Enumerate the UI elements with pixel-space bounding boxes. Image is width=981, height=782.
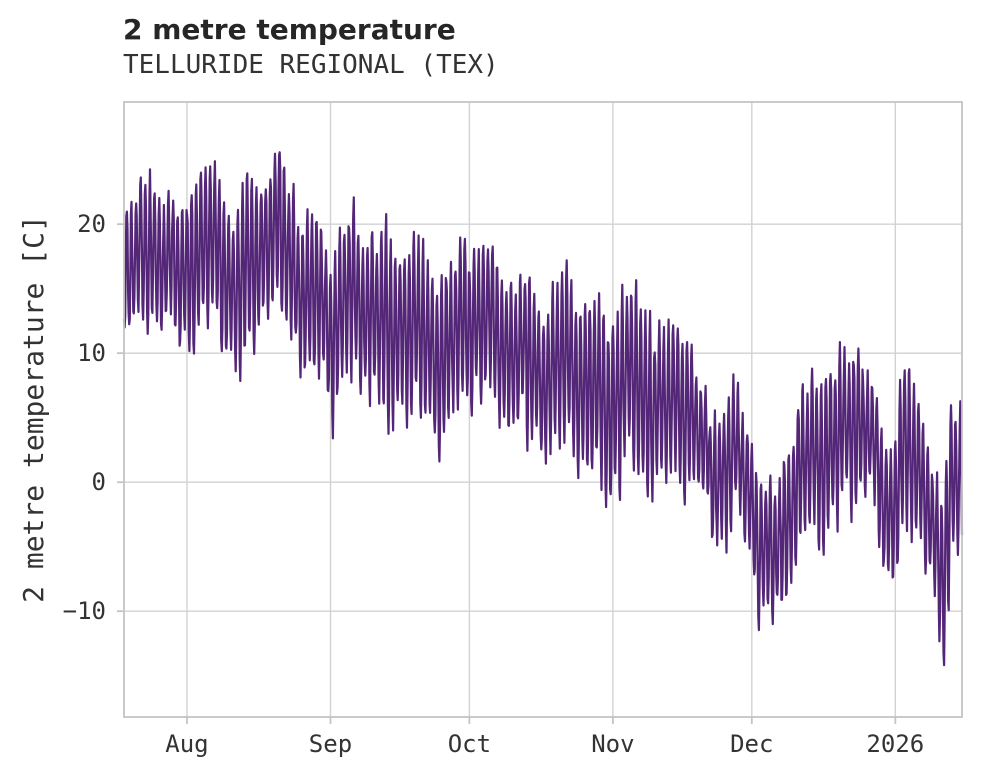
chart-title: 2 metre temperature [123, 13, 456, 46]
plot-border [123, 101, 963, 718]
y-tick-label: 10 [77, 339, 106, 368]
x-tick-label: Aug [165, 730, 209, 758]
axes-frame [123, 101, 963, 718]
y-tick-label: 0 [91, 468, 106, 497]
temperature-series [122, 151, 964, 667]
chart-subtitle: TELLURIDE REGIONAL (TEX) [123, 50, 499, 80]
x-tick-label: 2026 [866, 730, 925, 758]
y-tick-label: 20 [77, 210, 106, 239]
x-tick-label: Sep [308, 730, 353, 758]
x-tick-label: Oct [447, 730, 492, 758]
x-tick-label: Nov [591, 730, 635, 758]
temperature-line [122, 151, 964, 667]
y-tick-label: −10 [62, 597, 106, 626]
axis-ticks [117, 223, 897, 724]
x-tick-label: Dec [730, 730, 774, 758]
